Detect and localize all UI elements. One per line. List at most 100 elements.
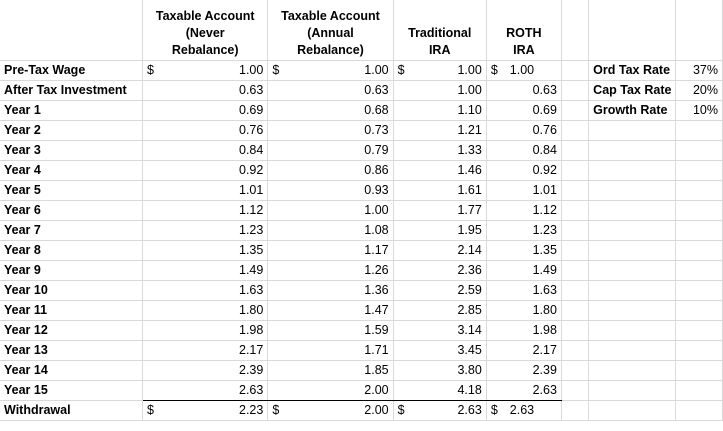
header-taxable-never[interactable]: Taxable Account (Never Rebalance) (142, 0, 269, 61)
cell-spacer[interactable] (561, 120, 590, 141)
cell-taxable-annual[interactable]: 1.08 (267, 220, 394, 241)
row-label-cell[interactable]: Year 9 (0, 260, 144, 281)
row-label-cell[interactable]: Year 10 (0, 280, 144, 301)
cell-taxable-never[interactable]: 1.12 (142, 200, 269, 221)
cell-spacer[interactable] (561, 260, 590, 281)
rate-value-cell[interactable] (675, 200, 723, 221)
cell-taxable-annual[interactable]: 1.71 (267, 340, 394, 361)
cell-traditional-ira[interactable]: 1.00 (393, 80, 487, 101)
cell-traditional-ira[interactable]: 3.45 (393, 340, 487, 361)
cell-taxable-annual[interactable]: 1.17 (267, 240, 394, 261)
row-label-cell[interactable]: Year 1 (0, 100, 144, 121)
cell-taxable-never[interactable]: 1.80 (142, 300, 269, 321)
cell-roth-ira[interactable]: 1.80 (486, 300, 562, 321)
cell-taxable-never[interactable]: 2.39 (142, 360, 269, 381)
rate-label-cell[interactable] (588, 160, 677, 181)
cell-taxable-never[interactable]: 2.63 (142, 380, 269, 401)
row-label-cell[interactable]: Withdrawal (0, 400, 144, 421)
cell-traditional-ira[interactable]: 3.80 (393, 360, 487, 381)
rate-label-cell[interactable] (588, 280, 677, 301)
cell-taxable-annual[interactable]: $1.00 (267, 60, 394, 81)
rate-value-cell[interactable] (675, 400, 723, 421)
rate-label-cell[interactable] (588, 220, 677, 241)
header-roth-ira[interactable]: ROTH IRA (486, 0, 562, 61)
cell-taxable-never[interactable]: 1.35 (142, 240, 269, 261)
cell-traditional-ira[interactable]: $1.00 (393, 60, 487, 81)
cell-rate-label-blank[interactable] (588, 0, 677, 61)
cell-spacer[interactable] (561, 140, 590, 161)
cell-roth-ira[interactable]: 2.17 (486, 340, 562, 361)
cell-rate-value-blank[interactable] (675, 0, 723, 61)
cell-roth-ira[interactable]: 0.84 (486, 140, 562, 161)
rate-label-cell[interactable] (588, 120, 677, 141)
rate-value-cell[interactable] (675, 240, 723, 261)
rate-value-cell[interactable] (675, 380, 723, 401)
rate-value-cell[interactable]: 37% (675, 60, 723, 81)
cell-traditional-ira[interactable]: 2.59 (393, 280, 487, 301)
cell-spacer[interactable] (561, 320, 590, 341)
rate-value-cell[interactable] (675, 360, 723, 381)
cell-traditional-ira[interactable]: 2.36 (393, 260, 487, 281)
row-label-cell[interactable]: After Tax Investment (0, 80, 144, 101)
rate-label-cell[interactable] (588, 240, 677, 261)
cell-taxable-annual[interactable]: 1.59 (267, 320, 394, 341)
cell-taxable-never[interactable]: 0.63 (142, 80, 269, 101)
rate-value-cell[interactable] (675, 320, 723, 341)
rate-value-cell[interactable]: 20% (675, 80, 723, 101)
rate-label-cell[interactable] (588, 140, 677, 161)
cell-roth-ira[interactable]: $1.00 (486, 60, 562, 81)
cell-taxable-never[interactable]: 2.17 (142, 340, 269, 361)
cell-taxable-never[interactable]: 1.98 (142, 320, 269, 341)
row-label-cell[interactable]: Pre-Tax Wage (0, 60, 144, 81)
cell-roth-ira[interactable]: 0.69 (486, 100, 562, 121)
cell-spacer[interactable] (561, 300, 590, 321)
row-label-cell[interactable]: Year 6 (0, 200, 144, 221)
cell-traditional-ira[interactable]: 2.85 (393, 300, 487, 321)
cell-taxable-annual[interactable]: 0.73 (267, 120, 394, 141)
cell-spacer[interactable] (561, 160, 590, 181)
rate-value-cell[interactable] (675, 180, 723, 201)
cell-roth-ira[interactable]: 2.63 (486, 380, 562, 401)
cell-taxable-never[interactable]: 0.92 (142, 160, 269, 181)
cell-roth-ira[interactable]: 0.76 (486, 120, 562, 141)
cell-roth-ira[interactable]: 1.12 (486, 200, 562, 221)
cell-taxable-annual[interactable]: 2.00 (267, 380, 394, 401)
rate-label-cell[interactable] (588, 380, 677, 401)
cell-spacer[interactable] (561, 280, 590, 301)
cell-spacer[interactable] (561, 380, 590, 401)
cell-traditional-ira[interactable]: 1.10 (393, 100, 487, 121)
cell-taxable-annual[interactable]: 0.93 (267, 180, 394, 201)
cell-roth-ira[interactable]: 1.49 (486, 260, 562, 281)
cell-taxable-annual[interactable]: 1.26 (267, 260, 394, 281)
cell-taxable-annual[interactable]: 0.63 (267, 80, 394, 101)
cell-roth-ira[interactable]: 1.35 (486, 240, 562, 261)
cell-traditional-ira[interactable]: $2.63 (393, 400, 487, 421)
rate-value-cell[interactable] (675, 280, 723, 301)
row-label-cell[interactable]: Year 4 (0, 160, 144, 181)
cell-taxable-never[interactable]: $1.00 (142, 60, 269, 81)
cell-roth-ira[interactable]: 1.63 (486, 280, 562, 301)
cell-traditional-ira[interactable]: 1.61 (393, 180, 487, 201)
rate-value-cell[interactable] (675, 120, 723, 141)
rate-label-cell[interactable] (588, 180, 677, 201)
rate-value-cell[interactable] (675, 340, 723, 361)
rate-label-cell[interactable] (588, 320, 677, 341)
rate-label-cell[interactable]: Growth Rate (588, 100, 677, 121)
cell-taxable-annual[interactable]: 0.68 (267, 100, 394, 121)
cell-spacer[interactable] (561, 80, 590, 101)
cell-taxable-annual[interactable]: $2.00 (267, 400, 394, 421)
cell-roth-ira[interactable]: 1.01 (486, 180, 562, 201)
cell-traditional-ira[interactable]: 1.95 (393, 220, 487, 241)
rate-label-cell[interactable] (588, 340, 677, 361)
row-label-cell[interactable]: Year 7 (0, 220, 144, 241)
cell-taxable-never[interactable]: 0.84 (142, 140, 269, 161)
cell-spacer[interactable] (561, 200, 590, 221)
cell-traditional-ira[interactable]: 1.21 (393, 120, 487, 141)
cell-taxable-annual[interactable]: 1.36 (267, 280, 394, 301)
cell-traditional-ira[interactable]: 3.14 (393, 320, 487, 341)
row-label-cell[interactable]: Year 14 (0, 360, 144, 381)
rate-value-cell[interactable]: 10% (675, 100, 723, 121)
cell-roth-ira[interactable]: 2.39 (486, 360, 562, 381)
row-label-cell[interactable]: Year 8 (0, 240, 144, 261)
rate-value-cell[interactable] (675, 300, 723, 321)
